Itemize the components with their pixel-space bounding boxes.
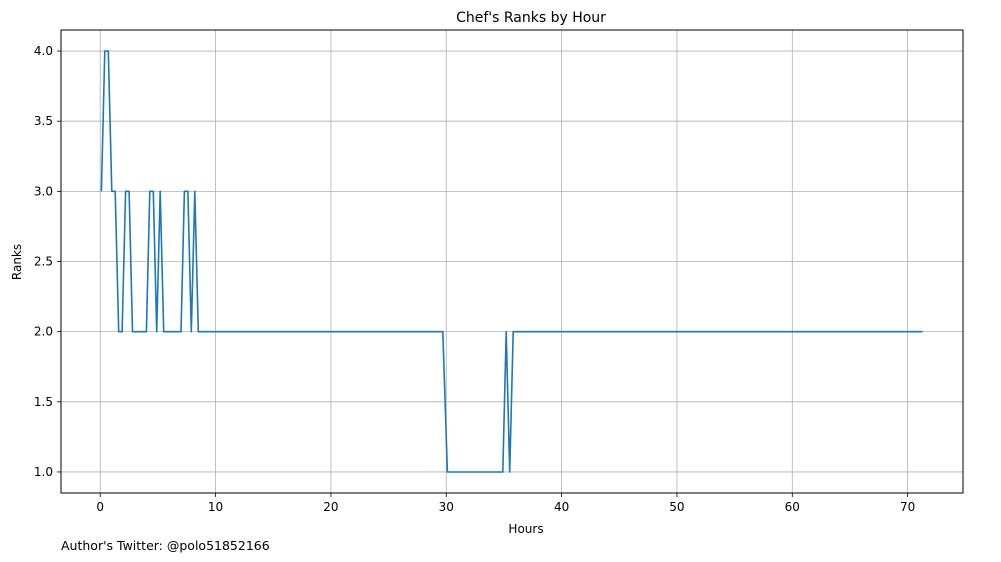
x-axis: 0 10 20 30 40 50 60 70 xyxy=(96,493,915,514)
x-tick-label: 40 xyxy=(554,500,569,514)
y-tick-label: 1.0 xyxy=(34,465,53,479)
x-tick-label: 20 xyxy=(323,500,338,514)
author-credit: Author's Twitter: @polo51852166 xyxy=(61,538,270,553)
y-tick-label: 4.0 xyxy=(34,44,53,58)
x-tick-label: 70 xyxy=(900,500,915,514)
x-tick-label: 50 xyxy=(669,500,684,514)
y-tick-label: 2.0 xyxy=(34,325,53,339)
x-tick-label: 60 xyxy=(785,500,800,514)
chart-title: Chef's Ranks by Hour xyxy=(456,10,606,26)
x-axis-label: Hours xyxy=(508,522,543,536)
y-tick-label: 1.5 xyxy=(34,395,53,409)
data-series xyxy=(100,50,923,473)
x-tick-label: 10 xyxy=(208,500,223,514)
y-tick-label: 2.5 xyxy=(34,255,53,269)
y-tick-label: 3.5 xyxy=(34,114,53,128)
x-tick-label: 0 xyxy=(96,500,104,514)
y-tick-label: 3.0 xyxy=(34,184,53,198)
y-axis: 1.0 1.5 2.0 2.5 3.0 3.5 4.0 xyxy=(34,44,61,479)
rank-series-line xyxy=(100,50,923,473)
y-axis-label: Ranks xyxy=(10,244,24,280)
x-tick-label: 30 xyxy=(439,500,454,514)
